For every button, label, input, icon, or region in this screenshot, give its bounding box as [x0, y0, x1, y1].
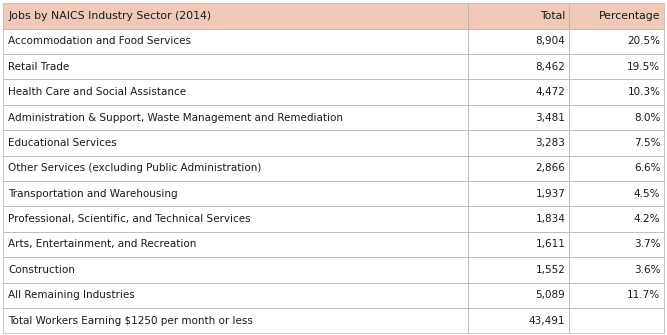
- Text: Health Care and Social Assistance: Health Care and Social Assistance: [8, 87, 186, 97]
- Bar: [3, 54, 468, 79]
- Bar: [3, 257, 468, 282]
- Text: 8,462: 8,462: [536, 62, 565, 72]
- Text: Professional, Scientific, and Technical Services: Professional, Scientific, and Technical …: [8, 214, 251, 224]
- Bar: [468, 3, 568, 29]
- Text: 10.3%: 10.3%: [628, 87, 660, 97]
- Bar: [568, 54, 664, 79]
- Bar: [568, 29, 664, 54]
- Bar: [568, 232, 664, 257]
- Bar: [468, 282, 568, 308]
- Text: 4.2%: 4.2%: [634, 214, 660, 224]
- Text: 3.6%: 3.6%: [634, 265, 660, 275]
- Text: Arts, Entertainment, and Recreation: Arts, Entertainment, and Recreation: [8, 240, 196, 250]
- Text: 3,283: 3,283: [536, 138, 565, 148]
- Text: Administration & Support, Waste Management and Remediation: Administration & Support, Waste Manageme…: [8, 113, 343, 123]
- Bar: [3, 181, 468, 206]
- Bar: [468, 232, 568, 257]
- Bar: [468, 29, 568, 54]
- Bar: [3, 3, 468, 29]
- Bar: [568, 206, 664, 232]
- Text: Construction: Construction: [8, 265, 75, 275]
- Bar: [3, 130, 468, 156]
- Text: All Remaining Industries: All Remaining Industries: [8, 290, 135, 300]
- Bar: [468, 156, 568, 181]
- Bar: [468, 54, 568, 79]
- Text: Total: Total: [540, 11, 565, 21]
- Text: 6.6%: 6.6%: [634, 163, 660, 173]
- Text: 3,481: 3,481: [536, 113, 565, 123]
- Bar: [468, 308, 568, 333]
- Bar: [468, 181, 568, 206]
- Bar: [3, 232, 468, 257]
- Text: 2,866: 2,866: [536, 163, 565, 173]
- Bar: [568, 181, 664, 206]
- Text: 8.0%: 8.0%: [634, 113, 660, 123]
- Bar: [468, 257, 568, 282]
- Text: Educational Services: Educational Services: [8, 138, 117, 148]
- Text: 8,904: 8,904: [536, 37, 565, 47]
- Text: Retail Trade: Retail Trade: [8, 62, 69, 72]
- Bar: [3, 105, 468, 130]
- Bar: [568, 308, 664, 333]
- Text: Transportation and Warehousing: Transportation and Warehousing: [8, 189, 177, 199]
- Bar: [3, 206, 468, 232]
- Bar: [3, 29, 468, 54]
- Bar: [568, 282, 664, 308]
- Text: 4.5%: 4.5%: [634, 189, 660, 199]
- Text: Percentage: Percentage: [599, 11, 660, 21]
- Bar: [568, 156, 664, 181]
- Text: 19.5%: 19.5%: [627, 62, 660, 72]
- Text: 3.7%: 3.7%: [634, 240, 660, 250]
- Text: 1,937: 1,937: [536, 189, 565, 199]
- Text: 1,834: 1,834: [536, 214, 565, 224]
- Text: 1,552: 1,552: [536, 265, 565, 275]
- Bar: [568, 257, 664, 282]
- Text: 4,472: 4,472: [536, 87, 565, 97]
- Text: 5,089: 5,089: [536, 290, 565, 300]
- Bar: [468, 79, 568, 105]
- Bar: [468, 105, 568, 130]
- Bar: [568, 79, 664, 105]
- Text: 11.7%: 11.7%: [627, 290, 660, 300]
- Text: 1,611: 1,611: [536, 240, 565, 250]
- Bar: [3, 282, 468, 308]
- Text: Accommodation and Food Services: Accommodation and Food Services: [8, 37, 191, 47]
- Bar: [468, 130, 568, 156]
- Text: 43,491: 43,491: [529, 316, 565, 326]
- Bar: [3, 156, 468, 181]
- Text: 7.5%: 7.5%: [634, 138, 660, 148]
- Text: Other Services (excluding Public Administration): Other Services (excluding Public Adminis…: [8, 163, 261, 173]
- Text: Jobs by NAICS Industry Sector (2014): Jobs by NAICS Industry Sector (2014): [8, 11, 211, 21]
- Text: Total Workers Earning $1250 per month or less: Total Workers Earning $1250 per month or…: [8, 316, 253, 326]
- Bar: [568, 105, 664, 130]
- Bar: [568, 130, 664, 156]
- Bar: [3, 308, 468, 333]
- Bar: [468, 206, 568, 232]
- Bar: [568, 3, 664, 29]
- Text: 20.5%: 20.5%: [628, 37, 660, 47]
- Bar: [3, 79, 468, 105]
